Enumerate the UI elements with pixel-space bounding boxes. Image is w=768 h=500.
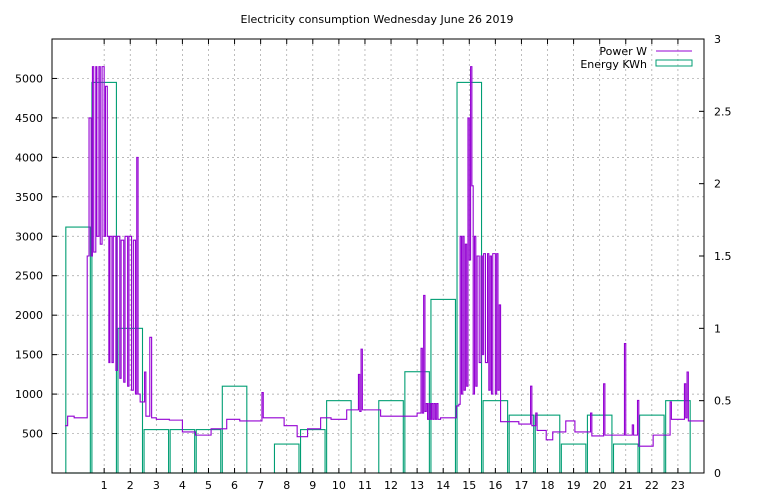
y1-tick-label: 1000 — [15, 388, 43, 401]
x-tick-label: 3 — [153, 479, 160, 492]
ticks: 1 2 3 4 5 6 7 8 9 10 11 12 13 14 15 16 17 18 19 20 21 22 23500… — [15, 33, 732, 492]
y1-tick-label: 3000 — [15, 230, 43, 243]
y1-tick-label: 4000 — [15, 151, 43, 164]
chart-title: Electricity consumption Wednesday June 2… — [241, 13, 514, 26]
y2-tick-label: 1.5 — [714, 250, 732, 263]
energy-bar — [299, 429, 326, 474]
x-tick-label: 21 — [619, 479, 633, 492]
energy-bar — [482, 400, 509, 474]
x-tick-label: 18 — [541, 479, 555, 492]
y1-tick-label: 1500 — [15, 349, 43, 362]
y2-tick-label: 0 — [714, 467, 721, 480]
x-tick-label: 5 — [205, 479, 212, 492]
energy-bar — [378, 400, 404, 474]
y2-tick-label: 0.5 — [714, 395, 732, 408]
x-tick-label: 4 — [179, 479, 186, 492]
y1-tick-label: 3500 — [15, 191, 43, 204]
x-tick-label: 19 — [567, 479, 581, 492]
x-tick-label: 12 — [384, 479, 398, 492]
x-tick-label: 2 — [127, 479, 134, 492]
power-line-group — [65, 66, 704, 447]
power-line — [65, 66, 704, 447]
x-tick-label: 17 — [514, 479, 528, 492]
energy-bar — [169, 429, 196, 474]
legend-power-label: Power W — [599, 45, 647, 58]
y2-tick-label: 1 — [714, 322, 721, 335]
x-tick-label: 9 — [309, 479, 316, 492]
energy-bar — [143, 429, 170, 474]
x-tick-label: 22 — [645, 479, 659, 492]
y1-tick-label: 2500 — [15, 270, 43, 283]
x-tick-label: 7 — [257, 479, 264, 492]
energy-bar — [195, 429, 222, 474]
y2-tick-label: 2 — [714, 178, 721, 191]
legend-energy-label: Energy KWh — [580, 58, 647, 71]
x-tick-label: 20 — [593, 479, 607, 492]
y1-tick-label: 2000 — [15, 309, 43, 322]
legend: Power W Energy KWh — [580, 45, 693, 71]
y2-tick-label: 3 — [714, 33, 721, 46]
x-tick-label: 23 — [671, 479, 685, 492]
x-tick-label: 6 — [231, 479, 238, 492]
y2-tick-label: 2.5 — [714, 105, 732, 118]
x-tick-label: 10 — [332, 479, 346, 492]
energy-bar — [326, 400, 352, 474]
x-tick-label: 8 — [283, 479, 290, 492]
y1-tick-label: 5000 — [15, 72, 43, 85]
energy-bar — [404, 371, 430, 474]
x-tick-label: 1 — [101, 479, 108, 492]
x-tick-label: 16 — [488, 479, 502, 492]
x-tick-label: 11 — [358, 479, 372, 492]
x-tick-label: 14 — [436, 479, 450, 492]
x-tick-label: 15 — [462, 479, 476, 492]
y1-tick-label: 500 — [22, 428, 43, 441]
x-tick-label: 13 — [410, 479, 424, 492]
energy-bars — [65, 81, 691, 474]
y1-tick-label: 4500 — [15, 112, 43, 125]
legend-energy-swatch — [655, 59, 693, 67]
